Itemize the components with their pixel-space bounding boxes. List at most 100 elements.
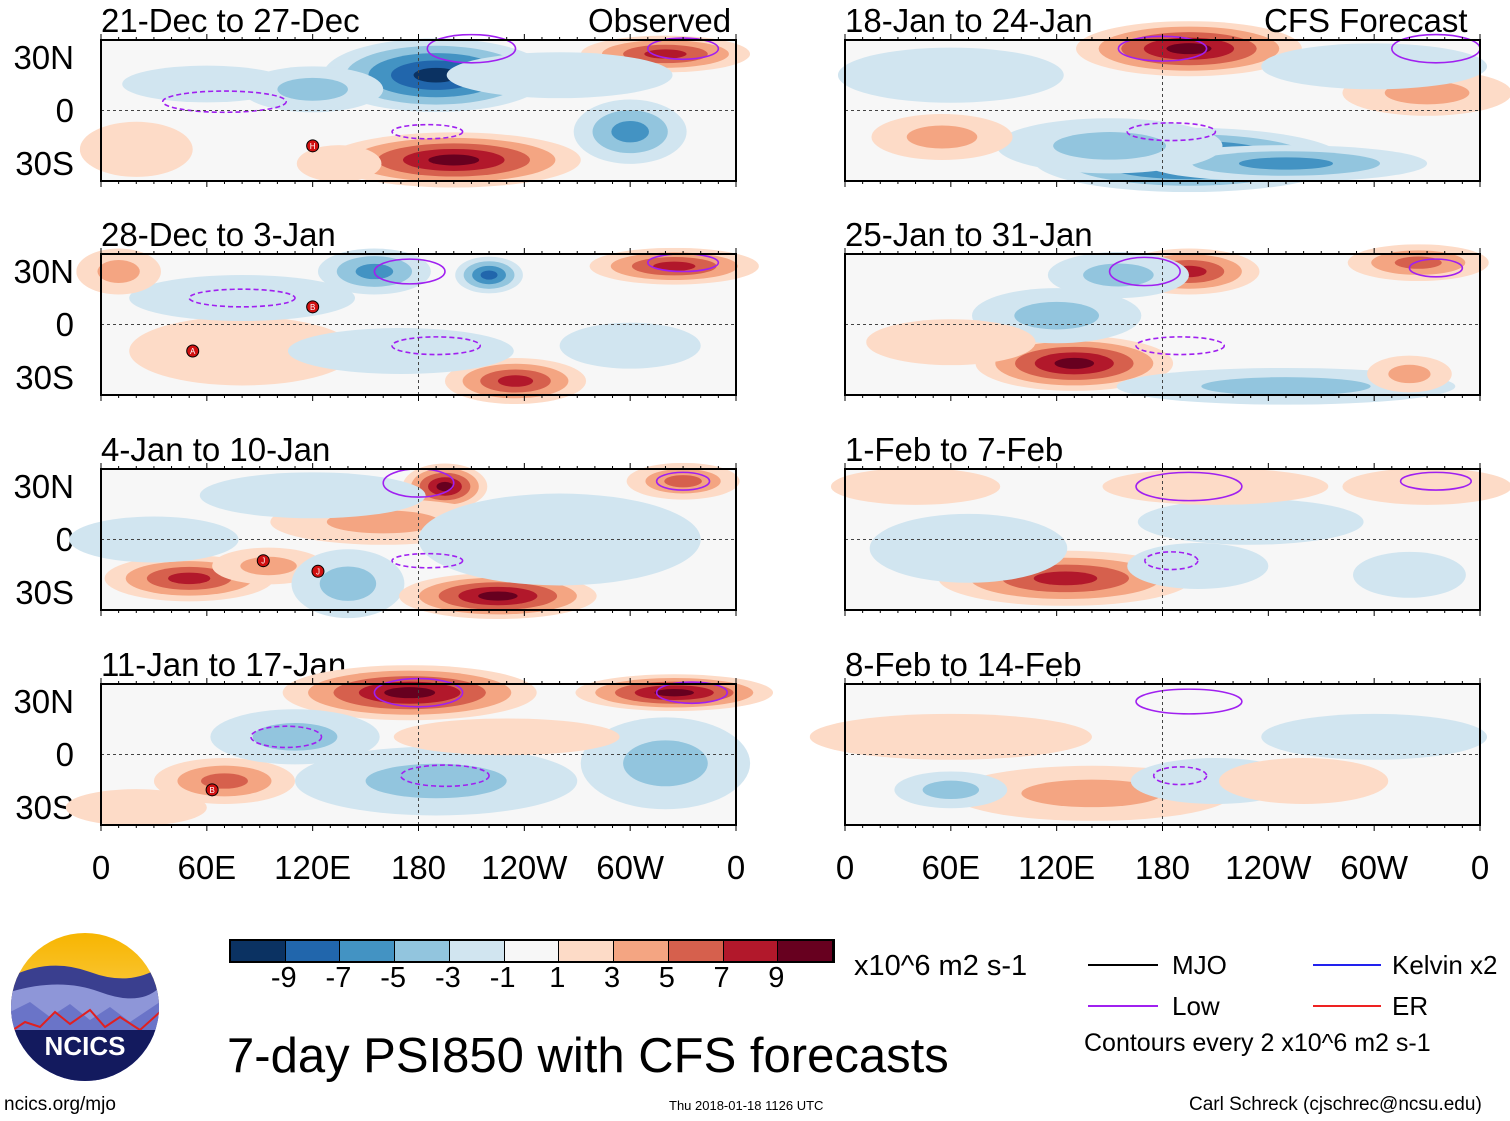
er-line	[1313, 1005, 1381, 1007]
panel-title: 21-Dec to 27-Dec	[101, 2, 360, 39]
legend-low: Low	[1172, 991, 1220, 1021]
low-contour	[1136, 337, 1224, 355]
anomaly-blob	[1021, 780, 1162, 808]
anomaly-blob	[810, 714, 1092, 760]
lon-tick-label: 120W	[1225, 849, 1312, 886]
anomaly-blob	[870, 514, 1068, 583]
anomaly-blob	[481, 270, 498, 279]
map-panel: H	[101, 40, 736, 181]
svg-text:NCICS: NCICS	[45, 1031, 126, 1061]
lat-tick-label: 30S	[15, 358, 74, 396]
tropical-cyclone-marker: A	[186, 344, 200, 358]
legend-kelvin: Kelvin x2	[1392, 950, 1498, 980]
tropical-cyclone-marker: J	[311, 564, 325, 578]
colorbar-swatch	[614, 941, 669, 961]
lon-tick-label: 0	[1470, 849, 1490, 886]
anomaly-blob	[168, 573, 210, 584]
svg-text:J: J	[316, 567, 320, 576]
low-contour	[657, 682, 728, 703]
anomaly-blob	[436, 482, 453, 491]
low-contour	[401, 765, 489, 786]
svg-text:B: B	[209, 786, 214, 795]
lon-tick-label: 120W	[481, 849, 568, 886]
colorbar-tick-label: 1	[549, 962, 566, 994]
low-contour	[374, 259, 445, 284]
colorbar-swatch	[723, 941, 779, 961]
tropical-cyclone-marker: B	[306, 300, 320, 314]
low-contour	[1136, 689, 1242, 714]
colorbar-swatch	[778, 941, 834, 961]
anomaly-blob	[664, 475, 702, 487]
low-contour	[657, 472, 710, 490]
panel-title: 11-Jan to 17-Jan	[101, 646, 347, 683]
lat-tick-label: 0	[55, 305, 74, 343]
low-contour	[1127, 123, 1215, 141]
anomaly-blob	[447, 52, 673, 98]
contours-note: Contours every 2 x10^6 m2 s-1	[1084, 1029, 1431, 1057]
anomaly-blob	[277, 78, 348, 101]
anomaly-blob	[428, 154, 479, 165]
colorbar-swatch	[668, 941, 724, 961]
colorbar-swatch	[231, 941, 286, 961]
colorbar-tick-label: -7	[325, 962, 352, 994]
anomaly-blob	[831, 468, 1000, 505]
low-contour	[427, 35, 515, 63]
panel-title: 1-Feb to 7-Feb	[845, 431, 1064, 468]
svg-text:B: B	[310, 303, 315, 312]
lon-tick-label: 120E	[274, 849, 352, 886]
lat-tick-label: 30N	[13, 682, 74, 720]
anomaly-blob	[655, 689, 695, 696]
lat-tick-label: 30N	[13, 252, 74, 290]
low-contour	[1110, 257, 1181, 285]
anomaly-blob	[1239, 157, 1333, 169]
tropical-cyclone-marker: H	[306, 139, 320, 153]
author-credit: Carl Schreck (cjschrec@ncsu.edu)	[1189, 1094, 1482, 1115]
low-contour	[1409, 259, 1462, 277]
colorbar-swatch	[559, 941, 615, 961]
legend-mjo: MJO	[1172, 950, 1227, 980]
lon-tick-label: 60E	[921, 849, 981, 886]
anomaly-blob	[1103, 468, 1329, 505]
low-contour	[1136, 472, 1242, 500]
anomaly-blob	[653, 262, 695, 271]
anomaly-blob	[1201, 377, 1370, 395]
map-panel: JJ	[101, 469, 736, 610]
lat-tick-label: 0	[55, 520, 74, 558]
anomaly-blob	[1219, 758, 1388, 804]
low-contour	[392, 337, 480, 355]
lon-tick-label: 60W	[596, 849, 665, 886]
anomaly-blob	[1388, 365, 1430, 383]
colorbar-tick-label: 7	[713, 962, 730, 994]
map-panel: BA	[101, 254, 736, 395]
panel-title: 4-Jan to 10-Jan	[101, 431, 331, 468]
low-line	[1088, 1005, 1158, 1007]
colorbar-tick-label: -3	[435, 962, 461, 994]
site-link[interactable]: ncics.org/mjo	[4, 1094, 116, 1115]
lat-tick-label: 0	[55, 91, 74, 129]
colorbar-swatch	[449, 941, 505, 961]
anomaly-blob	[623, 740, 708, 786]
svg-text:A: A	[190, 347, 196, 356]
anomaly-blob	[1053, 132, 1166, 160]
anomaly-blob	[129, 275, 355, 321]
anomaly-blob	[366, 764, 507, 798]
tropical-cyclone-marker: B	[205, 783, 219, 797]
svg-text:J: J	[261, 557, 265, 566]
lon-tick-label: 180	[1134, 849, 1191, 886]
panel-title: 8-Feb to 14-Feb	[845, 646, 1082, 683]
low-contour	[1154, 767, 1207, 785]
anomaly-blob	[384, 687, 435, 698]
colorbar-tick-label: 3	[604, 962, 621, 994]
low-contour	[1401, 472, 1472, 490]
lat-tick-label: 30S	[15, 144, 74, 182]
anomaly-blob	[66, 789, 207, 826]
anomaly-blob	[1014, 302, 1099, 330]
lon-tick-label: 180	[390, 849, 447, 886]
anomaly-blob	[866, 319, 1035, 365]
anomaly-blob	[1166, 43, 1211, 54]
anomaly-blob	[1353, 552, 1466, 598]
low-contour	[392, 554, 463, 568]
colorbar-swatch	[340, 941, 396, 961]
low-contour	[1145, 552, 1198, 570]
panel-title: 28-Dec to 3-Jan	[101, 216, 336, 253]
